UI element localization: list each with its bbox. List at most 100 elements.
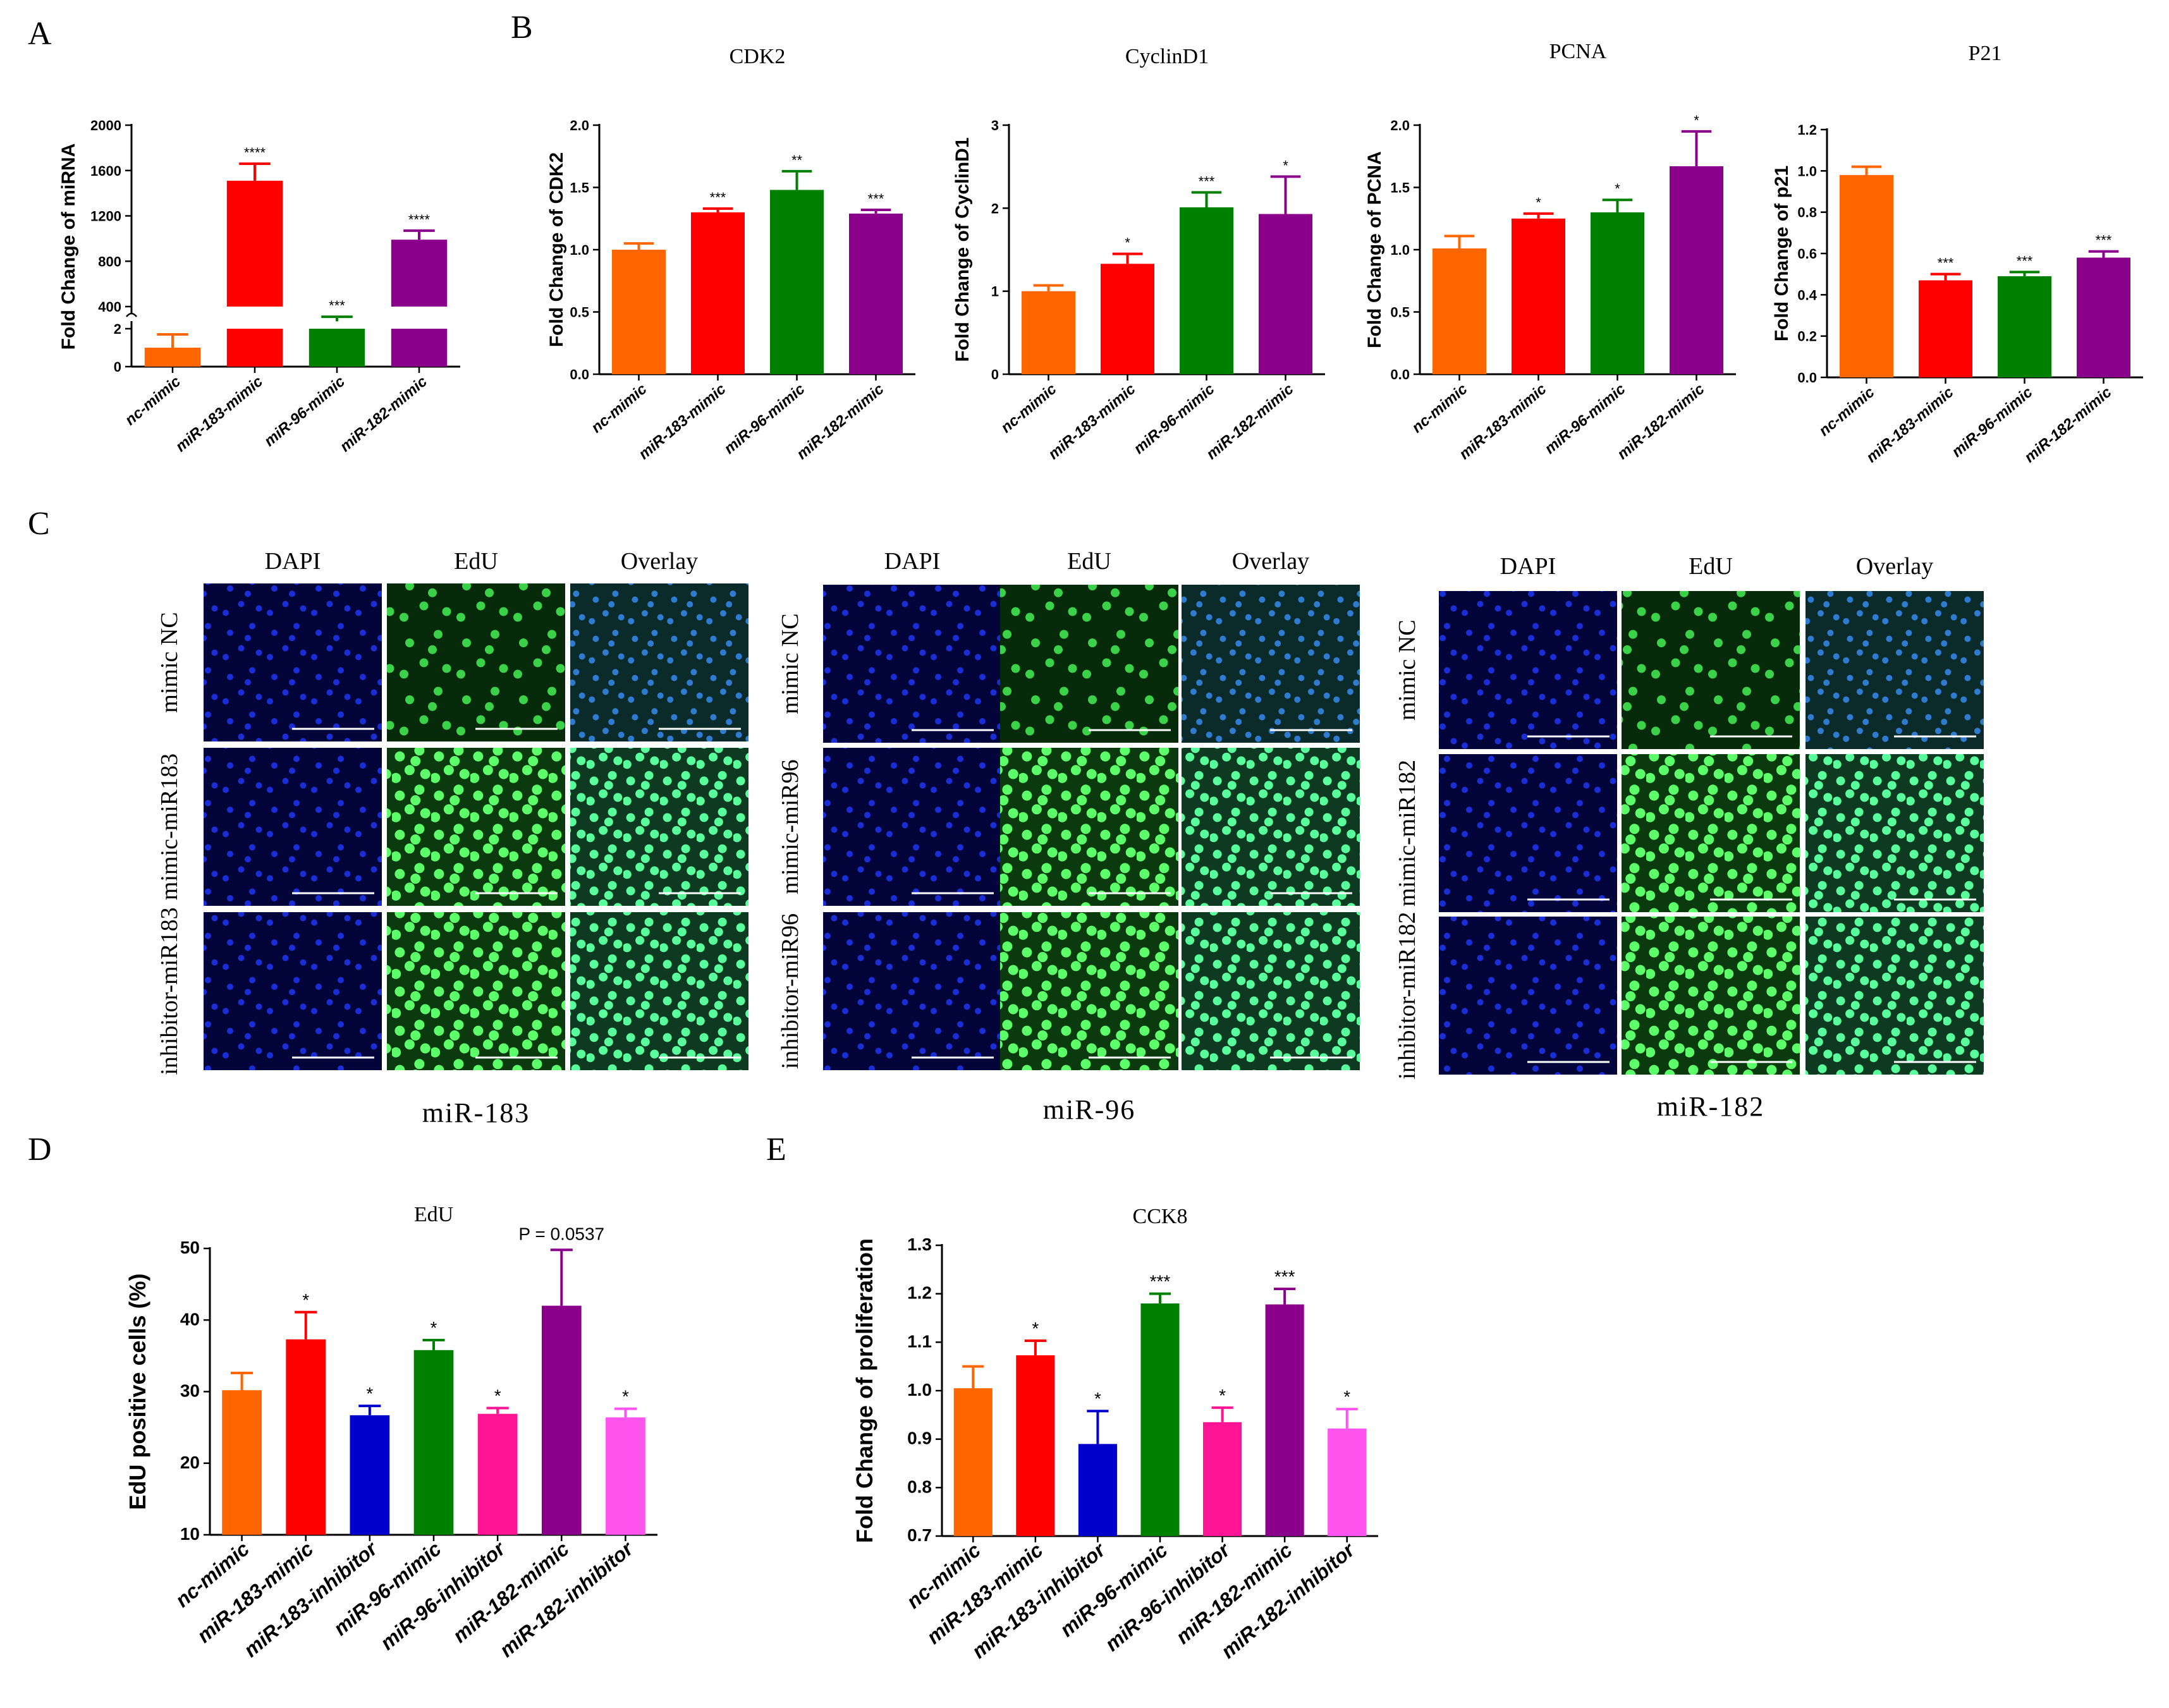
micrograph-dapi-mimic-mir183: [204, 748, 382, 906]
chart-cdk2: CDK2 0.0 0.5 1.0 1.5 2.0 Fold Change of CDK2 nc…: [546, 45, 915, 463]
micrograph-dapi-inhibitor-mir182: [1439, 917, 1617, 1075]
bar-mir-96-mimic: [1998, 276, 2051, 377]
y-tick-label: 0.0: [1390, 367, 1410, 382]
axis-break-mark: [126, 312, 137, 317]
y-tick-label: 20: [180, 1453, 200, 1472]
significance-mir-183-mimic: ***: [710, 190, 726, 205]
y-tick-label: 30: [180, 1381, 200, 1401]
micrograph-dapi-mimic-nc: [823, 585, 1001, 743]
significance-mir-96-mimic: *: [431, 1318, 437, 1338]
bar-mir-96-inhibitor: [477, 1413, 518, 1535]
y-tick-label: 0.8: [1797, 205, 1817, 221]
y-tick-label: 2: [114, 321, 121, 337]
micrograph-dapi-mimic-mir182: [1439, 754, 1617, 912]
column-label-dapi: DAPI: [1500, 553, 1556, 580]
bar-nc-mimic: [1840, 174, 1893, 377]
micrograph-overlay-mimic-mir182: [1805, 754, 1984, 912]
y-tick-label: 1.2: [1797, 122, 1817, 138]
significance-mir-182-mimic: *: [1694, 113, 1699, 128]
bar-nc-mimic: [953, 1388, 993, 1536]
chart-title: PCNA: [1549, 40, 1607, 63]
bar-mir-183-inhibitor: [1078, 1444, 1117, 1536]
category-label-mir-183-mimic: miR-183-mimic: [173, 373, 266, 455]
category-label-mir-182-mimic: miR-182-mimic: [793, 381, 887, 463]
micrograph-overlay-mimic-nc: [1805, 591, 1984, 749]
y-tick-label: 0.6: [1797, 246, 1817, 262]
bar-nc-mimic: [1433, 248, 1486, 374]
y-tick-label: 1.5: [1390, 180, 1410, 196]
micrograph-dapi-inhibitor-mir183: [204, 912, 382, 1070]
bar-mir-96-inhibitor: [1203, 1422, 1242, 1536]
significance-mir-182-mimic: ***: [2096, 233, 2112, 248]
y-tick-label: 400: [98, 299, 121, 315]
column-label-edu: EdU: [1689, 553, 1733, 580]
micrograph-edu-mimic-mir96: [1000, 748, 1178, 906]
micrograph-group-mir-96: DAPI EdU Overlay mimic NC mimic-miR96 inhibit…: [777, 548, 1360, 1125]
bar-mir-182-inhibitor: [606, 1417, 645, 1535]
y-axis-label: Fold Change of CyclinD1: [952, 137, 973, 362]
category-label-mir-96-mimic: miR-96-mimic: [261, 373, 348, 450]
bar-mir-183-mimic: [1101, 264, 1154, 374]
y-axis-label: Fold Change of proliferation: [852, 1238, 877, 1543]
bar-mir-96-mimic: [1140, 1303, 1180, 1536]
significance-mir-96-inhibitor: *: [494, 1386, 501, 1406]
bar-nc-mimic: [144, 348, 201, 367]
y-tick-label: 1.0: [907, 1380, 932, 1400]
significance-mir-182-mimic: *: [1283, 157, 1288, 173]
y-tick-label: 0.9: [907, 1429, 932, 1448]
category-label-mir-182-mimic: miR-182-mimic: [337, 373, 431, 455]
column-label-edu: EdU: [1067, 548, 1111, 575]
significance-mir-183-mimic: *: [1125, 235, 1130, 251]
bar-mir-182-mimic: [849, 213, 903, 374]
category-label-mir-182-mimic: miR-182-mimic: [1614, 381, 1708, 463]
micrograph-edu-mimic-nc: [387, 583, 565, 741]
column-label-edu: EdU: [454, 548, 498, 575]
bar-mir-182-mimic: [1670, 166, 1723, 374]
category-label-mir-96-mimic: miR-96-mimic: [329, 1537, 446, 1640]
y-tick-label: 0.8: [907, 1477, 932, 1496]
chart-title: EdU: [414, 1203, 453, 1226]
significance-mir-183-inhibitor: *: [366, 1384, 373, 1403]
bar-mir-96-mimic-lower: [309, 329, 365, 367]
category-label-nc-mimic: nc-mimic: [1816, 384, 1878, 439]
micrograph-group-mir-183: DAPI EdU Overlay mimic NC mimic-miR183 inhibi…: [156, 548, 748, 1128]
bar-mir-182-mimic-upper: [391, 240, 448, 307]
panel-label-d: D: [28, 1132, 52, 1168]
micrograph-edu-mimic-nc: [1622, 591, 1800, 749]
micrograph-edu-inhibitor-mir183: [387, 912, 565, 1070]
group-label-mir-183: miR-183: [422, 1097, 530, 1128]
micrograph-dapi-mimic-nc: [204, 583, 382, 741]
y-tick-label: 1.1: [907, 1331, 932, 1351]
y-tick-label: 1.0: [1797, 163, 1817, 179]
y-tick-label: 0.5: [1390, 305, 1410, 320]
y-tick-label: 0.0: [570, 367, 589, 382]
micrograph-overlay-inhibitor-mir183: [570, 912, 748, 1070]
bar-mir-96-mimic: [413, 1350, 454, 1535]
micrograph-dapi-mimic-mir96: [823, 748, 1001, 906]
bar-mir-183-mimic: [691, 212, 745, 374]
significance-mir-96-mimic: **: [791, 152, 803, 168]
significance-mir-183-mimic: *: [1032, 1319, 1039, 1338]
micrograph-dapi-mimic-nc: [1439, 591, 1617, 749]
group-label-mir-182: miR-182: [1657, 1091, 1764, 1122]
category-label-mir-96-mimic: miR-96-mimic: [1541, 381, 1628, 458]
y-tick-label: 2.0: [570, 118, 589, 133]
row-label-inhibitor-mir183: inhibitor-miR183: [156, 907, 183, 1075]
y-tick-label: 1200: [90, 209, 121, 224]
y-tick-label: 0.7: [907, 1525, 932, 1545]
significance-mir-182-inhibitor: *: [1343, 1387, 1350, 1406]
group-label-mir-96: miR-96: [1043, 1094, 1135, 1125]
bar-mir-96-mimic: [770, 190, 824, 374]
micrograph-edu-inhibitor-mir182: [1622, 917, 1800, 1075]
row-label-inhibitor-mir182: inhibitor-miR182: [1394, 912, 1421, 1079]
micrograph-overlay-inhibitor-mir182: [1805, 917, 1984, 1075]
y-axis-label: EdU positive cells (%): [125, 1273, 150, 1510]
y-tick-label: 1.0: [570, 242, 589, 258]
y-axis-label: Fold Change of PCNA: [1364, 151, 1385, 348]
row-label-mimic-mir182: mimic-miR182: [1394, 760, 1421, 906]
bar-mir-183-mimic: [286, 1339, 326, 1535]
category-label-mir-96-mimic: miR-96-mimic: [1948, 384, 2036, 461]
y-tick-label: 0.2: [1797, 329, 1817, 345]
panel-label-c: C: [28, 506, 50, 542]
